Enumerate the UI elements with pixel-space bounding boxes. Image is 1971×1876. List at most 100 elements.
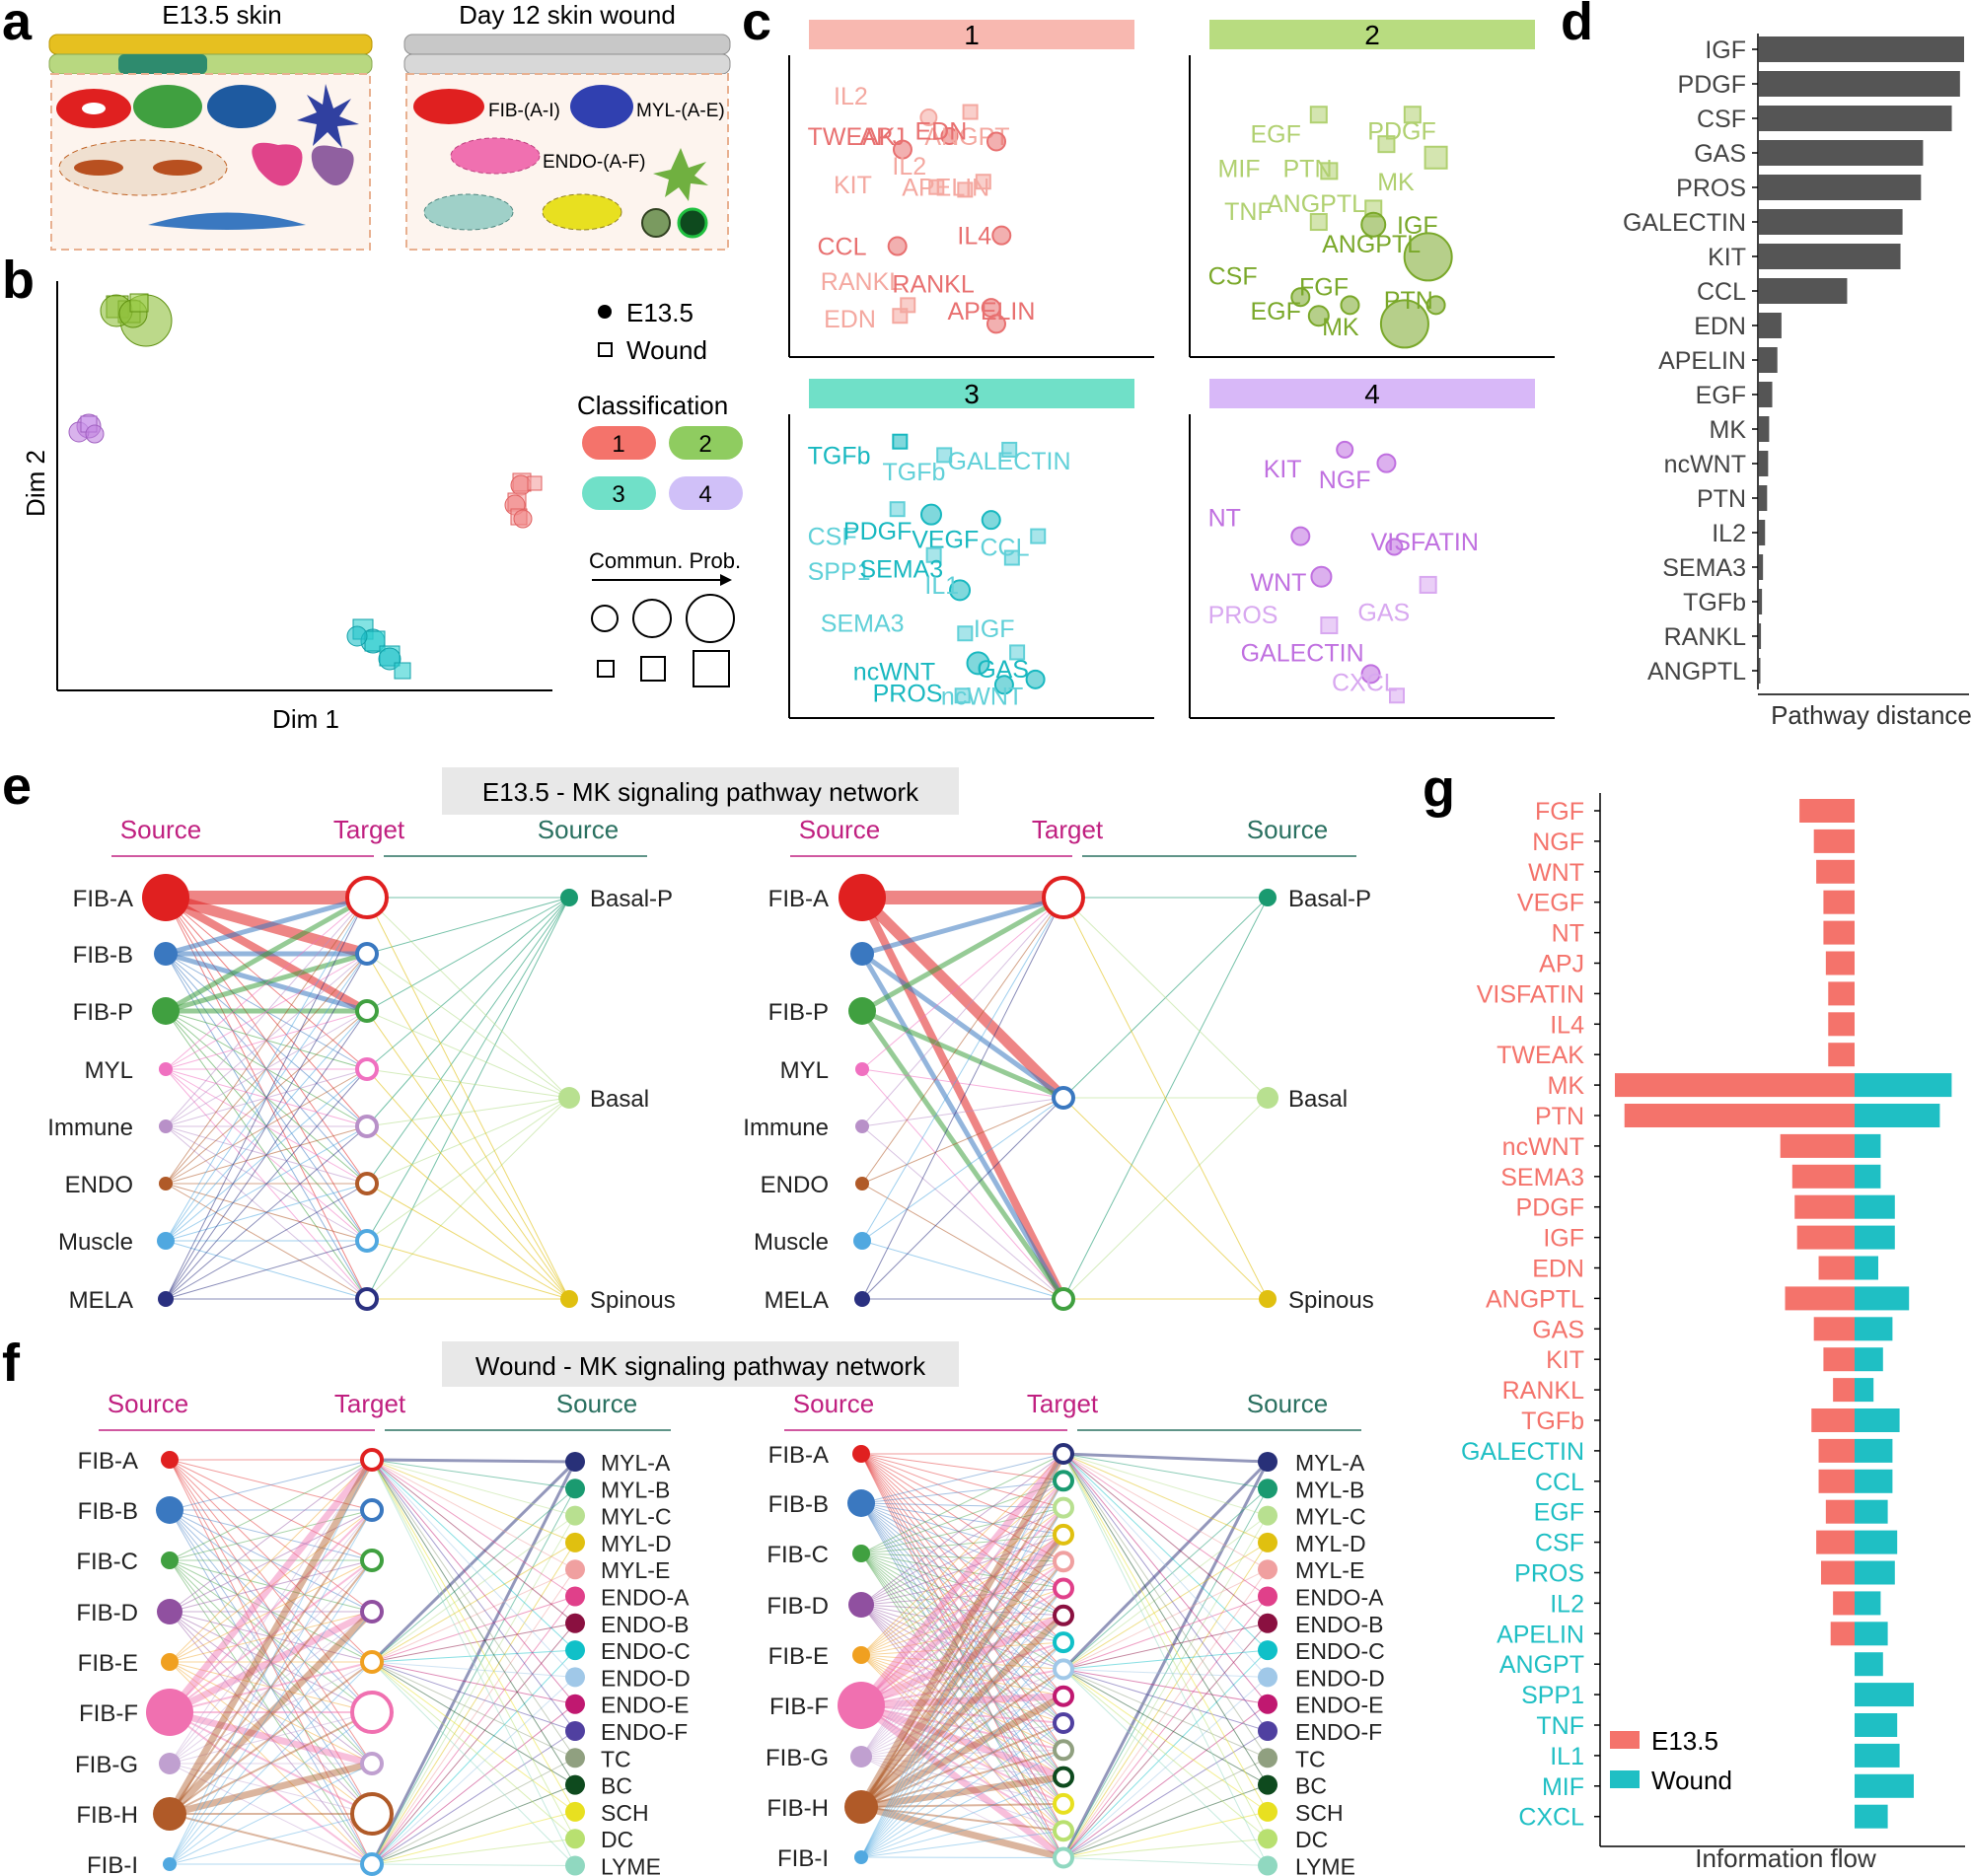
y-tick-label: CXCL: [1518, 1804, 1584, 1832]
melanocyte-cell: [297, 84, 359, 148]
network-edge: [860, 1704, 1064, 1724]
network-edge: [857, 1452, 1067, 1809]
network-edge: [860, 951, 1065, 1101]
network-edge: [860, 1830, 1064, 1858]
y-tick-label: PROS: [1514, 1560, 1584, 1588]
point-marker-square: [1320, 616, 1339, 635]
network-edge: [860, 1588, 1064, 1758]
network-edge: [169, 1763, 373, 1865]
y-tick-label: NT: [1552, 920, 1584, 948]
bar: [1759, 244, 1901, 269]
network-edge: [859, 1009, 1066, 1301]
point-label: MK: [1322, 314, 1359, 341]
network-edge: [861, 1068, 1064, 1300]
network-edge: [169, 1711, 373, 1765]
network-edge: [371, 1458, 576, 1464]
point-marker-circle: [1360, 664, 1381, 685]
network-edge: [860, 1654, 1064, 1697]
network-edge: [169, 1711, 373, 1815]
target-node: [360, 1752, 384, 1775]
network-edge: [169, 1559, 373, 1765]
point-label: APELIN: [902, 175, 989, 202]
bar-e135: [1818, 1469, 1855, 1493]
y-tick-label: CCL: [1535, 1469, 1584, 1496]
point-label: EGF: [1251, 298, 1301, 325]
y-tick-label: ncWNT: [1664, 451, 1746, 478]
network-edge: [860, 1552, 1064, 1617]
network-edge: [860, 1507, 1064, 1858]
source-node: [159, 1753, 181, 1774]
right-source-node: [1258, 1559, 1278, 1580]
network-edge: [858, 894, 1067, 1102]
network-edge: [169, 1459, 373, 1511]
network-edge: [371, 1459, 576, 1866]
bar-e135: [1816, 859, 1855, 884]
source-node: [158, 1291, 174, 1307]
network-edge: [1062, 1669, 1269, 1866]
point-marker-circle: [993, 675, 1014, 695]
source-node: [146, 1689, 193, 1736]
right-source-label: TC: [601, 1746, 631, 1771]
network-edge: [1062, 897, 1269, 1300]
point-marker-square: [928, 179, 945, 195]
network-edge: [169, 1559, 373, 1865]
point-marker-square: [957, 181, 974, 198]
class-4-badge: [669, 476, 743, 510]
network-edge: [366, 1097, 570, 1242]
bar: [1759, 175, 1922, 200]
source-node: [153, 1797, 186, 1831]
y-tick-label: ANGPTL: [1647, 658, 1746, 685]
point-label: ncWNT: [853, 659, 935, 686]
y-tick-label: RANKL: [1664, 623, 1746, 651]
source-node: [159, 1119, 173, 1133]
network-edge: [860, 1453, 1064, 1536]
network-edge: [860, 1453, 1064, 1562]
network-edge: [861, 1183, 1064, 1300]
point-marker-circle: [1403, 232, 1453, 282]
network-edge: [169, 1611, 373, 1663]
right-source-label: MYL-E: [601, 1557, 670, 1583]
target-node: [1053, 1792, 1074, 1815]
point-label: GAS: [1357, 599, 1410, 626]
bar-e135: [1823, 1347, 1855, 1372]
right-source-label: Basal-P: [1288, 886, 1371, 912]
network-edge: [169, 1559, 373, 1613]
y-tick-label: MK: [1710, 416, 1747, 444]
network-edge: [169, 1509, 373, 1663]
y-tick-label: ncWNT: [1502, 1133, 1584, 1161]
bar: [1759, 520, 1766, 545]
point-marker-circle: [986, 314, 1006, 334]
network-edge: [366, 1125, 570, 1300]
right-source-label: ENDO-A: [1295, 1585, 1384, 1611]
network-edge: [860, 1552, 1064, 1858]
y-tick-label: TWEAK: [1496, 1042, 1584, 1069]
network-edge: [860, 1453, 1064, 1832]
network-edge: [860, 1502, 1064, 1670]
point-label: IL2: [834, 83, 868, 110]
right-source-label: LYME: [601, 1854, 661, 1876]
point-label: NT: [1208, 504, 1241, 532]
network-edge: [168, 1608, 374, 1716]
target-header: Target: [1027, 1389, 1099, 1418]
point-marker-circle: [1360, 211, 1387, 238]
network-edge: [366, 1010, 570, 1099]
y-tick-label: TGFb: [1683, 589, 1746, 616]
network-edge: [169, 1459, 373, 1765]
right-source-label: ENDO-B: [1295, 1612, 1383, 1637]
y-tick-label: APJ: [1539, 951, 1584, 978]
network-edge: [858, 1451, 1066, 1708]
network-edge: [860, 1453, 1064, 1554]
point-marker-square: [1389, 687, 1405, 704]
network-edge: [366, 897, 570, 955]
network-edge: [860, 1654, 1064, 1751]
source-node: [163, 1857, 177, 1871]
right-source-node: [1258, 1505, 1278, 1526]
bar-wound: [1855, 1408, 1900, 1432]
target-node: [1053, 1712, 1074, 1734]
network-edge: [860, 1502, 1064, 1617]
network-edge: [860, 1641, 1064, 1758]
x-axis-label: Information flow: [1695, 1843, 1876, 1873]
network-edge: [165, 895, 368, 957]
point-label: TNF: [1224, 198, 1273, 226]
